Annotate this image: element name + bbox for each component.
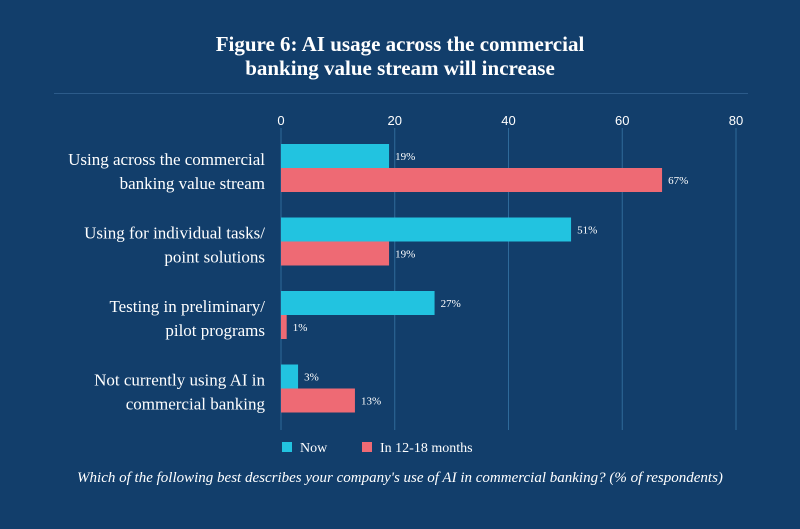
bar-value-label: 3%: [304, 372, 319, 384]
category-label-line: Testing in preliminary/: [109, 297, 265, 316]
category-label: Using across the commercial banking value…: [68, 150, 265, 193]
bar-value-label: 19%: [395, 249, 415, 261]
bar: [281, 241, 390, 266]
bar-value-label: 1%: [293, 322, 308, 334]
bar: [281, 291, 435, 315]
bar-value-label: 51%: [577, 225, 597, 237]
chart-title-line-2: banking value stream will increase: [245, 56, 555, 80]
chart-title: Figure 6: AI usage across the commercial…: [0, 32, 800, 80]
bar: [281, 315, 287, 339]
chart-title-line-1: Figure 6: AI usage across the commercial: [215, 32, 585, 56]
category-label-line: Using for individual tasks/: [84, 224, 265, 243]
bars: [281, 144, 663, 413]
x-tick-label: 20: [388, 113, 402, 128]
bar-value-label: 27%: [441, 298, 461, 310]
legend-swatch: [282, 442, 292, 452]
x-tick-label: 0: [277, 113, 284, 128]
category-labels: Using across the commercial banking value…: [68, 150, 265, 414]
x-axis-ticks: 0 20 40 60 80: [277, 113, 743, 128]
legend-swatch: [362, 442, 372, 452]
chart-caption: Which of the following best describes yo…: [77, 470, 723, 486]
bar: [281, 144, 390, 168]
legend-label: Now: [300, 441, 328, 456]
category-label: Using for individual tasks/point solutio…: [84, 224, 265, 267]
bar-value-label: 13%: [361, 396, 381, 408]
x-tick-label: 60: [615, 113, 629, 128]
category-label-line: pilot programs: [165, 321, 265, 340]
bar: [281, 217, 572, 242]
value-labels: 19% 67% 51% 19% 27% 1% 3% 13%: [293, 151, 689, 408]
title-divider: [54, 93, 748, 94]
x-tick-label: 40: [501, 113, 515, 128]
bar: [281, 388, 355, 413]
bar-value-label: 19%: [395, 151, 415, 163]
category-label-line: point solutions: [164, 248, 265, 267]
category-label: Testing in preliminary/pilot programs: [109, 297, 265, 340]
bar: [281, 364, 299, 389]
category-label-line: Using across the commercial: [68, 150, 265, 169]
x-tick-label: 80: [729, 113, 743, 128]
bar: [281, 168, 663, 192]
category-label-line: commercial banking: [126, 395, 266, 414]
category-label-line: Not currently using AI in: [94, 371, 265, 390]
legend-label: In 12-18 months: [380, 441, 473, 456]
legend: Now In 12-18 months: [282, 441, 473, 456]
bar-value-label: 67%: [668, 175, 688, 187]
category-label: Not currently using AI in commercial bank…: [94, 371, 265, 414]
category-label-line: banking value stream: [120, 174, 265, 193]
